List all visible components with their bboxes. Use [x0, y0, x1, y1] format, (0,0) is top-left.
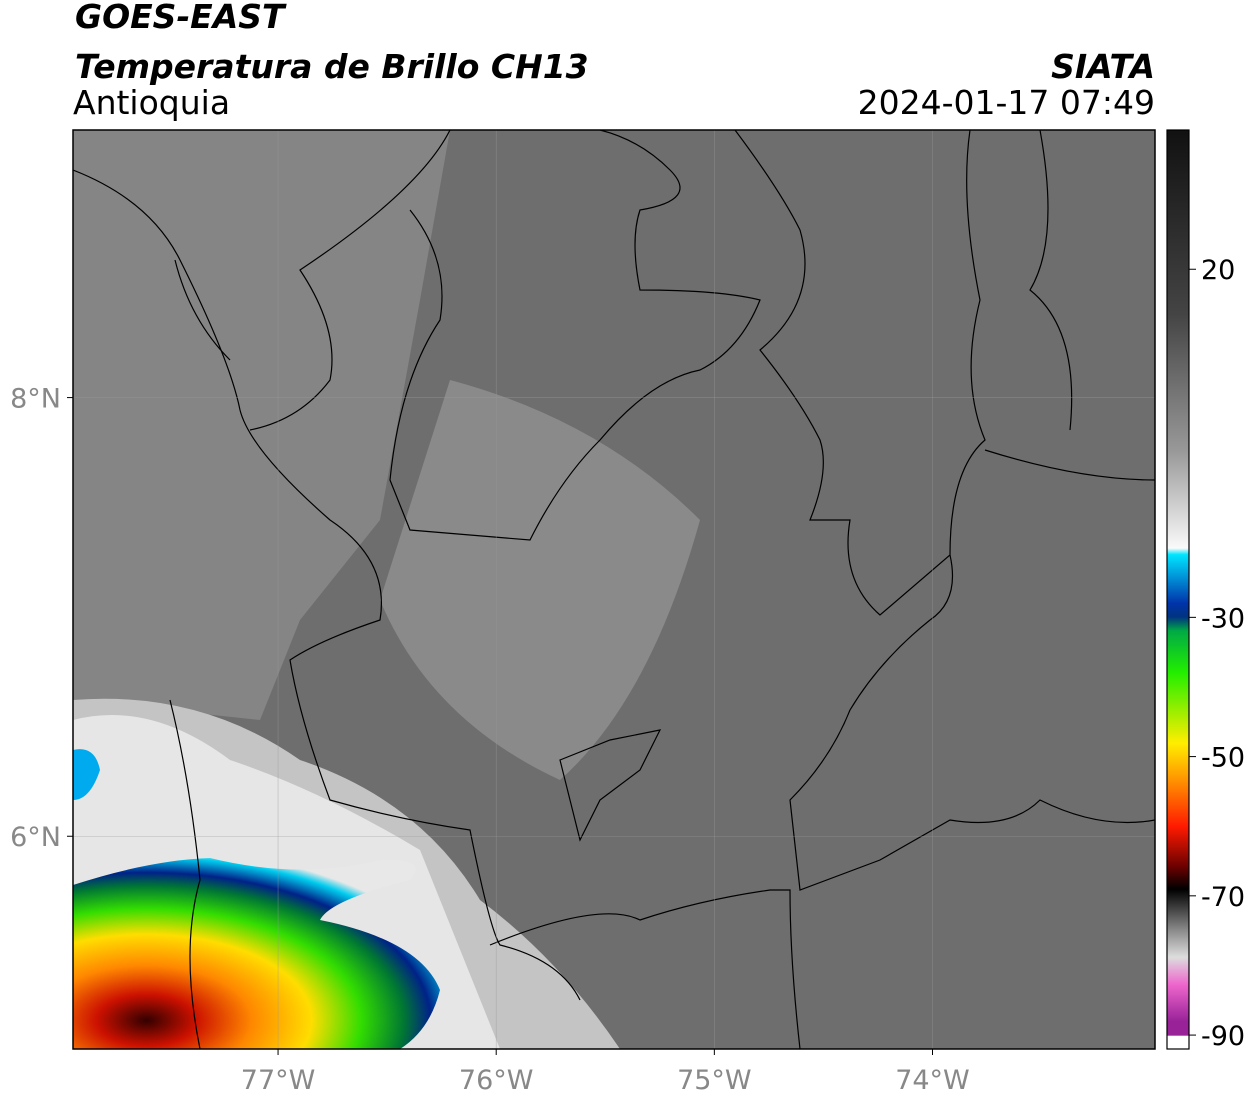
lat-tick-label: 8°N — [10, 384, 61, 415]
map-frame — [72, 129, 1156, 1050]
map — [73, 130, 1155, 1049]
colorbar-tick-label: -90 — [1201, 1021, 1245, 1052]
lon-tick-label: 76°W — [459, 1065, 534, 1096]
lon-tick-label: 75°W — [677, 1065, 752, 1096]
region: Antioquia — [73, 83, 230, 122]
lat-tick-label: 6°N — [10, 822, 61, 853]
lon-tick-label: 74°W — [895, 1065, 970, 1096]
datetime: 2024-01-17 07:49 — [858, 83, 1155, 122]
colorbar-tick-label: -30 — [1201, 603, 1245, 634]
colorbar-tick-label: 20 — [1201, 255, 1235, 286]
lon-tick-label: 77°W — [241, 1065, 316, 1096]
subtitle: Temperatura de Brillo CH13 — [75, 47, 589, 86]
colorbar-tick-label: -50 — [1201, 743, 1245, 774]
title: GOES-EAST — [75, 0, 287, 36]
colorbar-tick-label: -70 — [1201, 882, 1245, 913]
colorbar — [1166, 129, 1190, 1050]
source: SIATA — [1051, 47, 1155, 86]
